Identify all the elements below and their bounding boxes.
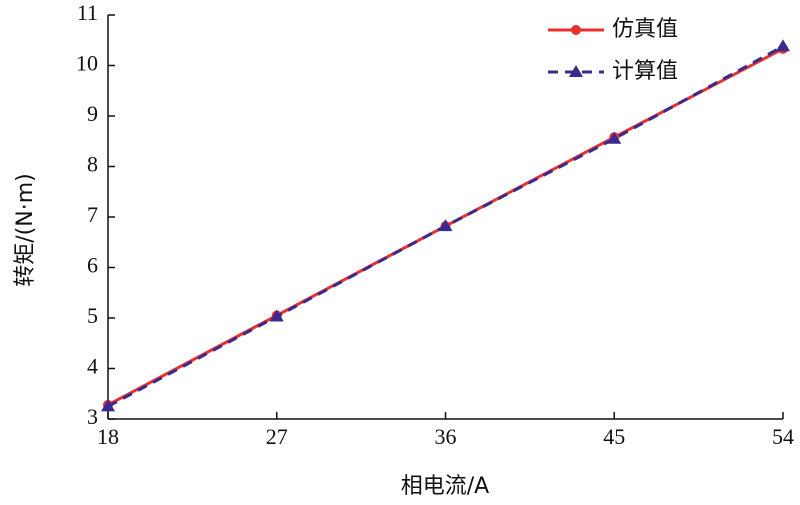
y-tick-label: 9 — [87, 101, 98, 126]
y-tick-label: 6 — [87, 253, 98, 278]
data-point — [101, 399, 115, 412]
legend-label: 仿真值 — [612, 17, 678, 42]
y-tick-label: 5 — [87, 303, 98, 328]
y-tick-label: 3 — [87, 404, 98, 429]
legend-marker — [569, 65, 583, 77]
data-point — [438, 219, 453, 232]
x-axis-label: 相电流/A — [401, 474, 489, 499]
legend-label: 计算值 — [612, 59, 678, 84]
x-tick-label: 36 — [435, 424, 457, 449]
x-tick-label: 18 — [97, 424, 119, 449]
y-tick-label: 7 — [87, 202, 98, 227]
data-point — [776, 39, 790, 52]
y-tick-label: 11 — [77, 0, 98, 25]
y-tick-label: 4 — [87, 354, 98, 379]
y-tick-label: 10 — [76, 51, 98, 76]
legend-marker — [571, 25, 581, 35]
data-point — [607, 131, 622, 144]
y-tick-label: 8 — [87, 152, 98, 177]
x-tick-label: 54 — [772, 424, 794, 449]
x-tick-label: 27 — [266, 424, 288, 449]
y-axis-label: 转矩/(N·m) — [13, 173, 38, 286]
x-tick-label: 45 — [603, 424, 625, 449]
data-point — [269, 309, 284, 322]
